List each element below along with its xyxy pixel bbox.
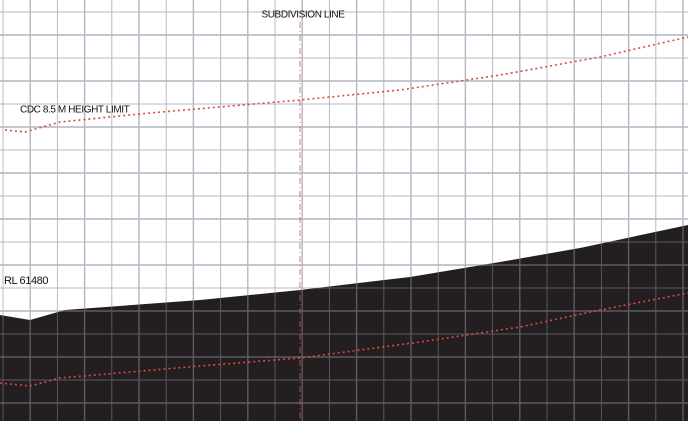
- level-label: RL 61480: [4, 275, 48, 287]
- height-limit-line-lower: [0, 292, 688, 387]
- subdivision-label: SUBDIVISION LINE: [261, 10, 345, 21]
- height-limit-label: CDC 8.5 M HEIGHT LIMIT: [20, 105, 130, 116]
- height-limit-line: [4, 36, 688, 133]
- ground-section: [0, 225, 688, 421]
